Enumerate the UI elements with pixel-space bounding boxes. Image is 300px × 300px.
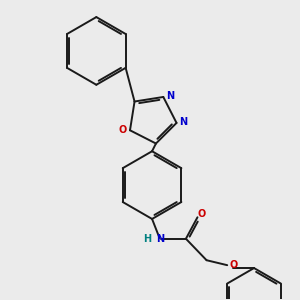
Text: O: O xyxy=(119,125,127,135)
Text: H: H xyxy=(143,234,151,244)
Text: O: O xyxy=(229,260,238,270)
Text: N: N xyxy=(179,117,187,127)
Text: N: N xyxy=(156,234,164,244)
Text: O: O xyxy=(197,209,206,219)
Text: N: N xyxy=(166,91,174,101)
